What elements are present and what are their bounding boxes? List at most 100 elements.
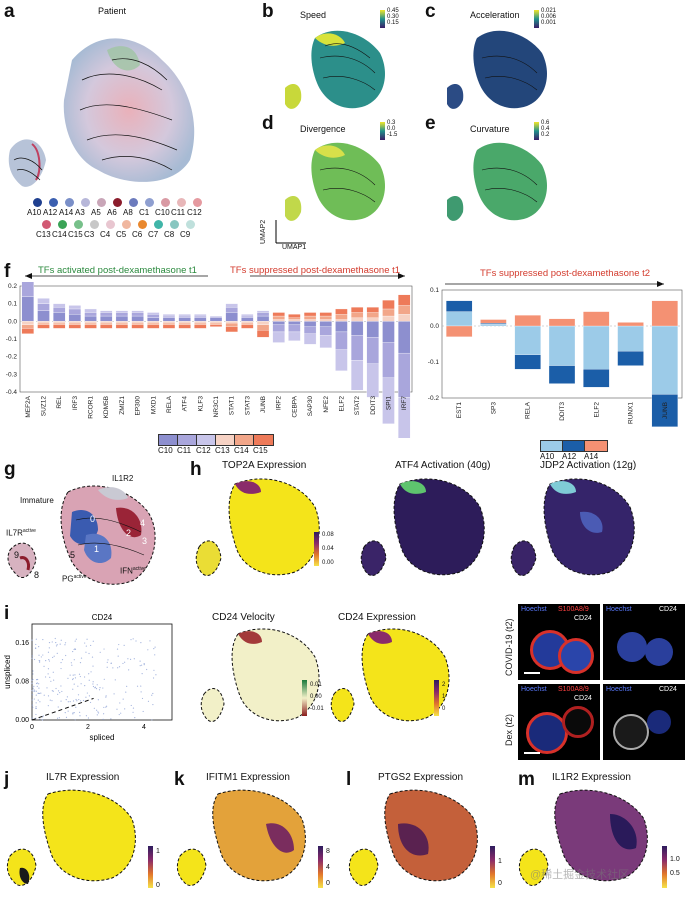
- bar: [225, 312, 238, 322]
- acceleration-umap: [447, 30, 547, 109]
- bar: [256, 315, 270, 322]
- x-tick-label: EST1: [456, 402, 463, 419]
- x-tick-label: STAT1: [229, 396, 236, 416]
- legend-label: C15: [253, 446, 268, 455]
- scatter-point: [147, 700, 150, 702]
- scatter-point: [123, 644, 125, 646]
- bar: [398, 397, 411, 438]
- legend-swatch: [540, 440, 564, 452]
- legend-swatch: [562, 440, 586, 452]
- scatter-point: [102, 718, 104, 720]
- legend-label: A10: [27, 208, 42, 217]
- x-tick-label: KLF3: [197, 396, 204, 412]
- scatter-point: [134, 717, 136, 719]
- scatter-point: [47, 651, 50, 653]
- scatter-point: [149, 640, 151, 642]
- scatter-point: [52, 690, 54, 692]
- scatter-point: [80, 700, 82, 702]
- scatter-point: [47, 673, 49, 675]
- bar: [480, 324, 507, 327]
- bar: [303, 315, 317, 320]
- scatter-point: [85, 696, 87, 698]
- bar: [225, 321, 238, 324]
- bar: [241, 315, 254, 318]
- panel-label-d: d: [262, 113, 274, 134]
- scatter-point: [103, 713, 105, 715]
- curvature-cbar-tick: 0.6: [541, 120, 550, 126]
- bar: [335, 331, 348, 350]
- scatter-point: [43, 694, 45, 696]
- bar: [178, 314, 191, 317]
- scatter-point: [42, 638, 44, 641]
- velocity-colorbar: [302, 680, 307, 716]
- scatter-point: [72, 678, 74, 680]
- scatter-point: [72, 713, 74, 715]
- legend-swatch: [215, 434, 236, 446]
- acceleration-cbar-tick: 0.006: [541, 14, 557, 20]
- scatter-point: [39, 718, 41, 720]
- legend-label: C13: [36, 230, 51, 239]
- scatter-point: [97, 699, 99, 701]
- legend-swatch: [234, 434, 255, 446]
- bar: [162, 321, 176, 324]
- il7r-colorbar: [148, 846, 153, 888]
- y-tick-label: 0.00: [15, 717, 29, 724]
- scatter-point: [90, 671, 92, 673]
- plot-frame: [441, 289, 683, 399]
- bar: [398, 305, 411, 315]
- scatter-point: [67, 701, 69, 703]
- scatter-point: [132, 638, 134, 640]
- bar: [256, 324, 270, 331]
- scatter-point: [34, 647, 37, 649]
- x-tick-label: RCOR1: [88, 396, 95, 419]
- scatter-point: [67, 677, 69, 679]
- micro-hoechst-label: Hoechst: [521, 606, 547, 613]
- scatter-point: [106, 661, 108, 663]
- divergence-umap: [285, 142, 385, 221]
- scatter-point: [57, 690, 60, 692]
- scatter-point: [151, 719, 153, 721]
- bar: [241, 314, 254, 317]
- bar: [651, 394, 679, 427]
- scatter-point: [75, 706, 77, 708]
- bar: [100, 321, 113, 324]
- divergence-cbar-tick: 0.3: [387, 120, 396, 126]
- scatter-point: [32, 706, 34, 708]
- scatter-point: [61, 659, 64, 661]
- scatter-point: [122, 662, 124, 665]
- scatter-point: [86, 692, 88, 694]
- legend-label: A14: [59, 208, 74, 217]
- legend-swatch: [145, 198, 154, 207]
- f-left-chart: 0.2 0.1 0.0 -0.1 -0.2 -0.3 -0.4 MEF2A SUZ12 REL IR…: [6, 282, 413, 438]
- bar: [162, 324, 176, 329]
- x-tick-label: EP300: [135, 396, 142, 416]
- scatter-point: [31, 704, 34, 706]
- bar: [194, 317, 207, 322]
- scatter-point: [71, 678, 74, 681]
- bar: [84, 324, 97, 329]
- bar: [131, 312, 144, 317]
- scatter-point: [96, 709, 98, 711]
- g-cluster-label: 2: [126, 528, 132, 538]
- scatter-point: [37, 678, 39, 681]
- legend-label: C15: [68, 230, 83, 239]
- scatter-point: [32, 673, 34, 675]
- scatter-point: [78, 698, 80, 701]
- scatter-point: [117, 667, 119, 669]
- scatter-point: [74, 640, 76, 642]
- bar: [548, 365, 576, 384]
- bar: [241, 321, 254, 324]
- scatter-point: [92, 683, 94, 685]
- legend-label: A3: [75, 208, 85, 217]
- bar: [256, 310, 270, 313]
- scatter-point: [118, 713, 120, 716]
- bar: [303, 321, 317, 327]
- scatter-point: [77, 685, 79, 687]
- scatter-point: [107, 659, 109, 661]
- scatter-point: [74, 648, 77, 650]
- f-right-chart: 0.1 0.0 -0.1 -0.2 EST1 SP3 RELA DDIT3 ELF2 RUNX1 J…: [428, 287, 683, 427]
- bar: [288, 317, 301, 320]
- bar: [319, 335, 332, 348]
- x-tick-label: STAT3: [244, 396, 251, 416]
- scale-bar: [524, 672, 540, 674]
